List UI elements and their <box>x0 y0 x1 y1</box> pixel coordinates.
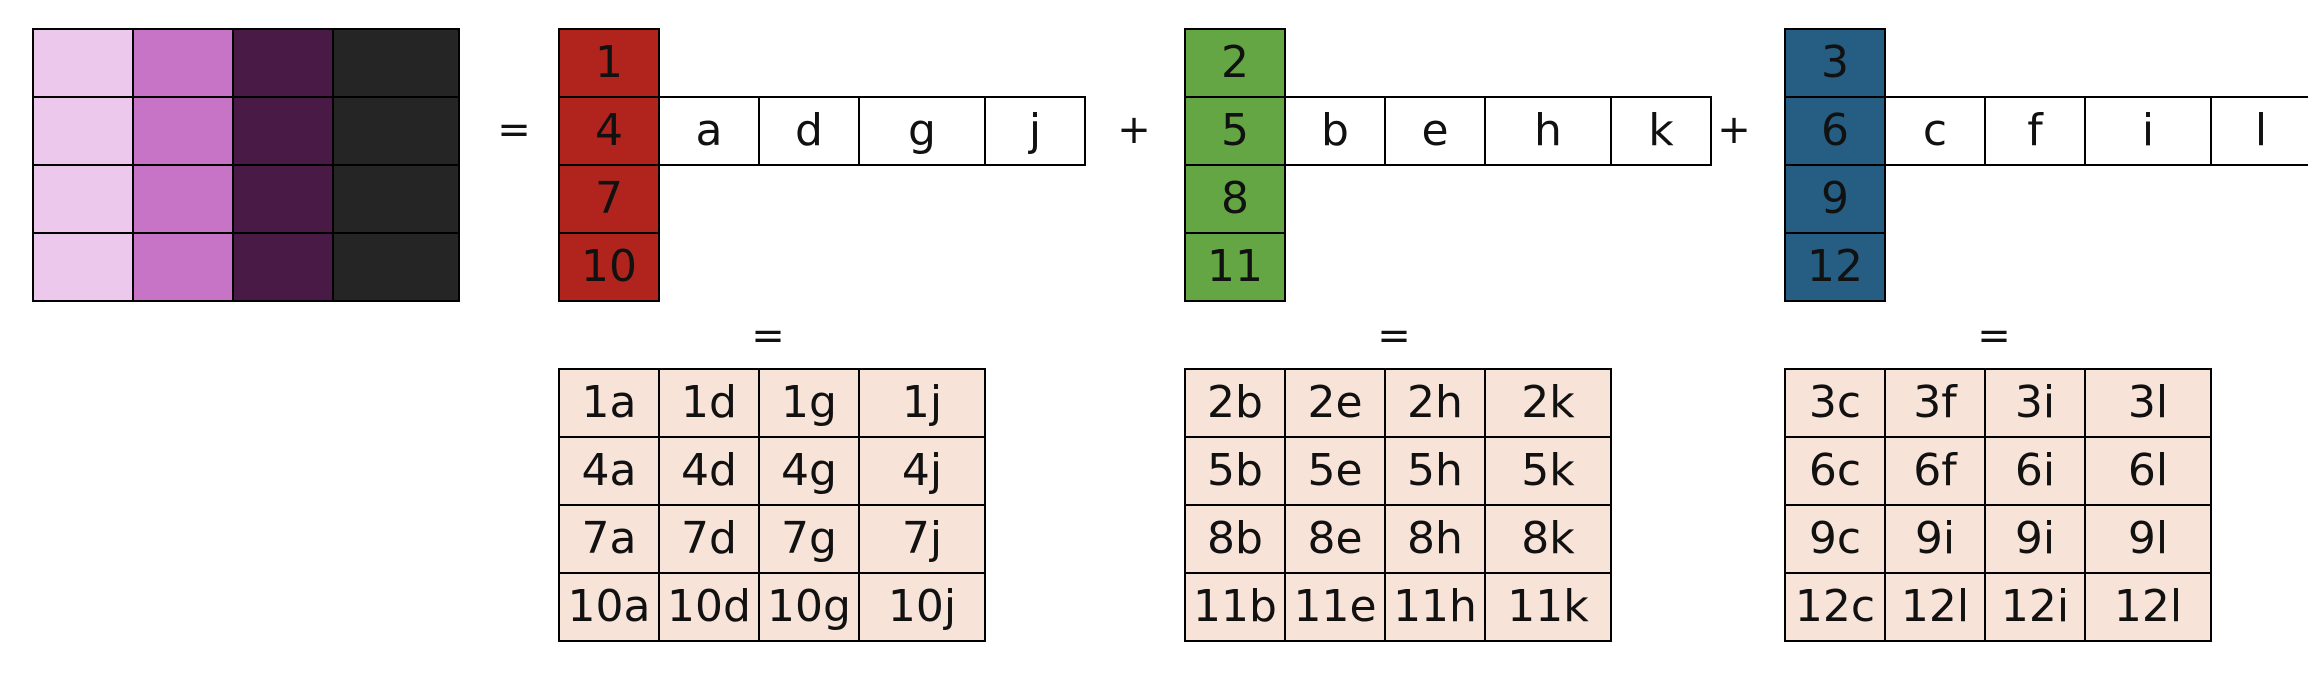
result-grid-cell: 4a <box>558 436 660 506</box>
row-vector-cell: e <box>1384 96 1486 166</box>
result-grid-cell: 2h <box>1384 368 1486 438</box>
input-matrix-cell <box>332 96 460 166</box>
input-matrix-cell <box>32 28 134 98</box>
result-grid-cell: 4j <box>858 436 986 506</box>
row-vector-cell: g <box>858 96 986 166</box>
result-grid-cell: 3l <box>2084 368 2212 438</box>
result-grid-cell: 7d <box>658 504 760 574</box>
column-vector-cell: 4 <box>558 96 660 166</box>
result-grid-cell: 12l <box>1884 572 1986 642</box>
row-vector-cell: i <box>2084 96 2212 166</box>
result-grid-cell: 8b <box>1184 504 1286 574</box>
result-grid-cell: 9l <box>2084 504 2212 574</box>
result-grid-cell: 11k <box>1484 572 1612 642</box>
result-grid-cell: 12l <box>2084 572 2212 642</box>
result-grid-cell: 7j <box>858 504 986 574</box>
result-grid-cell: 1d <box>658 368 760 438</box>
result-grid-cell: 5b <box>1184 436 1286 506</box>
equals-sign: = <box>1977 313 2011 359</box>
result-grid-cell: 2k <box>1484 368 1612 438</box>
result-grid-cell: 12i <box>1984 572 2086 642</box>
column-vector-cell: 6 <box>1784 96 1886 166</box>
plus-sign: + <box>1717 107 1751 153</box>
result-grid-cell: 3i <box>1984 368 2086 438</box>
equals-sign: = <box>1377 313 1411 359</box>
result-grid-cell: 5h <box>1384 436 1486 506</box>
result-grid-cell: 8h <box>1384 504 1486 574</box>
result-grid-cell: 10a <box>558 572 660 642</box>
row-vector-cell: c <box>1884 96 1986 166</box>
result-grid-cell: 6c <box>1784 436 1886 506</box>
result-grid-cell: 10g <box>758 572 860 642</box>
row-vector-cell: b <box>1284 96 1386 166</box>
result-grid-cell: 7a <box>558 504 660 574</box>
result-grid-cell: 4d <box>658 436 760 506</box>
row-vector-cell: f <box>1984 96 2086 166</box>
result-grid-cell: 10d <box>658 572 760 642</box>
column-vector-cell: 3 <box>1784 28 1886 98</box>
column-vector-cell: 7 <box>558 164 660 234</box>
input-matrix-cell <box>132 96 234 166</box>
result-grid-cell: 9i <box>1984 504 2086 574</box>
input-matrix-cell <box>132 164 234 234</box>
input-matrix-cell <box>132 28 234 98</box>
result-grid-cell: 10j <box>858 572 986 642</box>
result-grid-cell: 4g <box>758 436 860 506</box>
column-vector-cell: 2 <box>1184 28 1286 98</box>
column-vector-cell: 1 <box>558 28 660 98</box>
result-grid-cell: 12c <box>1784 572 1886 642</box>
input-matrix-cell <box>232 96 334 166</box>
result-grid-cell: 1a <box>558 368 660 438</box>
result-grid-cell: 5e <box>1284 436 1386 506</box>
column-vector-cell: 12 <box>1784 232 1886 302</box>
result-grid-cell: 11h <box>1384 572 1486 642</box>
result-grid-cell: 7g <box>758 504 860 574</box>
input-matrix-cell <box>132 232 234 302</box>
row-vector-cell: h <box>1484 96 1612 166</box>
result-grid-cell: 1j <box>858 368 986 438</box>
row-vector-cell: a <box>658 96 760 166</box>
result-grid-cell: 6i <box>1984 436 2086 506</box>
input-matrix-cell <box>32 232 134 302</box>
plus-sign: + <box>1117 107 1151 153</box>
result-grid-cell: 5k <box>1484 436 1612 506</box>
result-grid-cell: 11e <box>1284 572 1386 642</box>
result-grid-cell: 6f <box>1884 436 1986 506</box>
input-matrix-cell <box>232 164 334 234</box>
column-vector-cell: 11 <box>1184 232 1286 302</box>
input-matrix-cell <box>32 164 134 234</box>
row-vector-cell: k <box>1610 96 1712 166</box>
row-vector-cell: l <box>2210 96 2308 166</box>
result-grid-cell: 3f <box>1884 368 1986 438</box>
input-matrix-cell <box>332 28 460 98</box>
result-grid-cell: 2b <box>1184 368 1286 438</box>
column-vector-cell: 9 <box>1784 164 1886 234</box>
row-vector-cell: j <box>984 96 1086 166</box>
equals-sign: = <box>497 107 531 153</box>
result-grid-cell: 3c <box>1784 368 1886 438</box>
row-vector-cell: d <box>758 96 860 166</box>
result-grid-cell: 8e <box>1284 504 1386 574</box>
result-grid-cell: 9i <box>1884 504 1986 574</box>
column-vector-cell: 10 <box>558 232 660 302</box>
result-grid-cell: 8k <box>1484 504 1612 574</box>
input-matrix-cell <box>332 164 460 234</box>
column-vector-cell: 8 <box>1184 164 1286 234</box>
column-vector-cell: 5 <box>1184 96 1286 166</box>
result-grid-cell: 1g <box>758 368 860 438</box>
result-grid-cell: 11b <box>1184 572 1286 642</box>
input-matrix-cell <box>232 232 334 302</box>
input-matrix-cell <box>232 28 334 98</box>
result-grid-cell: 9c <box>1784 504 1886 574</box>
input-matrix-cell <box>332 232 460 302</box>
input-matrix-cell <box>32 96 134 166</box>
equals-sign: = <box>751 313 785 359</box>
result-grid-cell: 2e <box>1284 368 1386 438</box>
result-grid-cell: 6l <box>2084 436 2212 506</box>
